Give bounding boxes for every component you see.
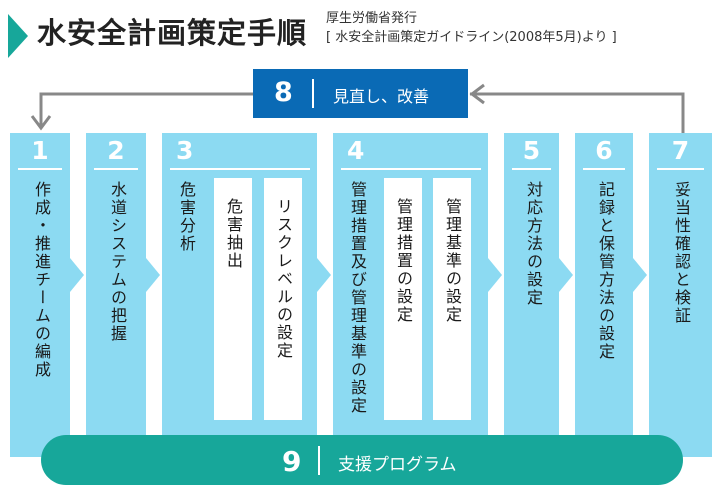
step-number-3: 3 (176, 136, 194, 165)
substep-4b: 管理基準の設定 (433, 178, 471, 420)
page-title: 水安全計画策定手順 (37, 16, 308, 50)
step-number-6: 6 (595, 136, 613, 165)
step-label-7: 妥当性確認と検証 (672, 181, 691, 325)
step-arrow-icon (317, 258, 331, 292)
title-marker-icon (8, 14, 28, 58)
substep-label-3b: リスクレベルの設定 (274, 198, 293, 360)
divider (583, 168, 625, 170)
source-publisher: 厚生労働省発行 (326, 11, 418, 26)
divider (657, 168, 704, 170)
divider (312, 79, 314, 108)
divider (170, 168, 310, 170)
source-citation: 厚生労働省発行 [ 水安全計画策定ガイドライン(2008年5月)より ] (326, 9, 617, 47)
step-7-column: 7 妥当性確認と検証 (649, 133, 712, 457)
step-number-1: 1 (31, 136, 49, 165)
loop-line-right (470, 92, 685, 133)
divider (18, 168, 62, 170)
step-number-5: 5 (522, 136, 541, 165)
step-number-2: 2 (107, 136, 125, 165)
step-number-4: 4 (347, 136, 365, 165)
divider (341, 168, 481, 170)
source-document: [ 水安全計画策定ガイドライン(2008年5月)より ] (326, 30, 617, 45)
substep-3a: 危害抽出 (214, 178, 252, 420)
step-label-9: 支援プログラム (338, 455, 457, 475)
loop-arrowhead-left (30, 115, 52, 131)
substep-3b: リスクレベルの設定 (264, 178, 302, 420)
substep-label-4b: 管理基準の設定 (443, 198, 462, 324)
step-label-2: 水道システムの把握 (108, 181, 127, 343)
step-label-1: 作成・推進チームの編成 (32, 181, 51, 379)
loop-line-left (39, 92, 253, 128)
step-label-4: 管理措置及び管理基準の設定 (348, 181, 367, 415)
step-arrow-icon (559, 258, 573, 292)
step-label-5: 対応方法の設定 (524, 181, 543, 307)
step-2-column: 2 水道システムの把握 (86, 133, 146, 457)
step-label-3: 危害分析 (177, 181, 196, 253)
step-5-column: 5 対応方法の設定 (504, 133, 559, 457)
divider (94, 168, 138, 170)
step-label-6: 記録と保管方法の設定 (596, 181, 615, 361)
step-number-8: 8 (274, 77, 293, 108)
substep-4a: 管理措置の設定 (384, 178, 422, 420)
step-1-column: 1 作成・推進チームの編成 (10, 133, 70, 457)
step-arrow-icon (146, 258, 160, 292)
step-6-column: 6 記録と保管方法の設定 (575, 133, 633, 457)
step-number-7: 7 (671, 136, 690, 165)
substep-label-4a: 管理措置の設定 (394, 198, 413, 324)
loop-arrowhead-right (469, 83, 485, 105)
step-arrow-icon (633, 258, 647, 292)
divider (318, 446, 320, 475)
step-arrow-icon (70, 258, 84, 292)
divider (512, 168, 551, 170)
support-program-bar: 9 支援プログラム (41, 435, 683, 485)
review-improve-box: 8 見直し、改善 (253, 69, 468, 118)
step-number-9: 9 (282, 445, 302, 478)
step-arrow-icon (488, 258, 502, 292)
step-label-8: 見直し、改善 (333, 87, 430, 106)
substep-label-3a: 危害抽出 (224, 198, 243, 270)
